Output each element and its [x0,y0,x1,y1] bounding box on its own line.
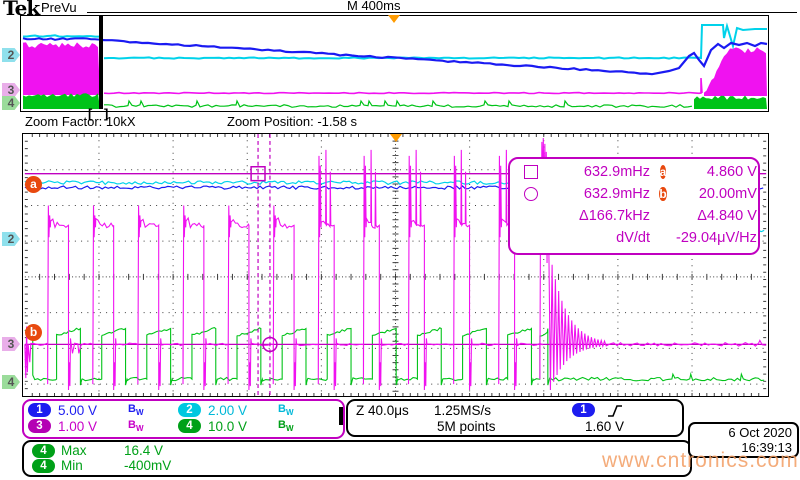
channel4-bandwidth-badge: BW [278,418,294,434]
channel2-badge[interactable]: 2 [178,403,201,417]
zoom-window-indicator[interactable] [99,16,103,109]
overview-channel3-tag[interactable]: 3 [2,83,20,97]
acquisition-status: PreVu [41,0,77,15]
cursor-b-badge[interactable]: b [25,324,42,341]
zoom-scale-readout[interactable]: Z 40.0μs [356,403,409,418]
overview-channel4-tag[interactable]: 4 [2,96,20,110]
cursor-b-voltage: 20.00mV [698,186,757,202]
channel1-bandwidth-badge: BW [128,402,144,418]
zoom-center-marker [390,134,402,142]
cursor-readout-panel[interactable]: 632.9mHz a 4.860 V 632.9mHz b 20.00mV Δ1… [508,157,760,255]
channel1-scale: 5.00 V [58,402,98,418]
measurement1-channel-badge: 4 [32,444,55,458]
overview-ch3-resume [704,47,767,96]
acquisition-panel[interactable]: Z 40.0μs 1.25MS/s 5M points 1 1.60 V [346,399,684,437]
readout-b-badge: b [659,187,667,201]
date-readout: 6 Oct 2020 [728,425,792,440]
channel3-scale: 1.00 V [58,418,98,434]
overview-ch4-resume [694,95,767,109]
timebase-readout[interactable]: M 400ms [347,0,401,13]
time-readout: 16:39:13 [741,440,792,455]
dvdt-label: dV/dt [616,230,650,246]
overview-ch3-mid [103,77,703,95]
cursor-a-badge[interactable]: a [25,176,42,193]
channel4-scale: 10.0 V [208,418,248,434]
channel1-badge[interactable]: 1 [28,403,51,417]
graticule-ticks [24,134,767,396]
zoom-window-bracket[interactable]: [ ] [88,106,113,121]
dvdt-value: -29.04μV/Hz [676,230,757,246]
zoom-position-readout[interactable]: Zoom Position: -1.58 s [227,114,358,129]
cursor-a-voltage: 4.860 V [706,164,757,180]
overview-ch4-mid [104,99,693,108]
trigger-position-marker[interactable] [388,15,400,23]
measurement1-label: Max [61,443,87,458]
top-divider [87,12,797,13]
measurement1-value: 16.4 V [124,443,164,458]
measurement2-value: -400mV [124,458,172,473]
overview-ch1-mid [100,38,768,76]
measurement-panel[interactable]: 4 Max 16.4 V 4 Min -400mV [22,440,692,477]
channel4-badge[interactable]: 4 [178,419,201,433]
channel2-scale: 2.00 V [208,402,248,418]
channel4-position-tag[interactable]: 4 [2,375,20,389]
measurement2-channel-badge: 4 [32,459,55,473]
rising-edge-icon [608,405,622,417]
delta-frequency: Δ166.7kHz [579,208,650,224]
watermark: www.cntronics.com [602,449,799,472]
overview-ch2-left [23,34,99,38]
zoom-factor-readout[interactable]: Zoom Factor: 10kX [25,114,136,129]
channel3-badge[interactable]: 3 [28,419,51,433]
ch4-trace [24,327,765,386]
cursor-b-circle-marker[interactable] [262,336,278,353]
channel2-bandwidth-badge: BW [278,402,294,418]
overview-ch1-left [22,37,100,41]
cursor-a-frequency: 632.9mHz [583,164,650,180]
channel2-position-tag[interactable]: 2 [2,232,20,246]
panel-divider [339,407,343,425]
overview-ch2-mid [103,22,767,60]
record-overview-window [20,15,769,112]
trigger-source-badge[interactable]: 1 [572,403,595,417]
channel-settings-panel[interactable]: 1 5.00 V BW 2 2.00 V BW 3 1.00 V BW 4 10… [22,399,345,439]
circle-cursor-icon [516,186,546,202]
sample-rate-readout: 1.25MS/s [434,403,492,418]
datetime-panel[interactable]: 6 Oct 2020 16:39:13 [688,422,799,458]
delta-voltage: Δ4.840 V [697,208,757,224]
overview-channel2-tag[interactable]: 2 [2,48,20,62]
readout-a-badge: a [659,165,667,179]
square-cursor-icon [516,164,546,180]
cursor-b-frequency: 632.9mHz [583,186,650,202]
cursor-a-square-marker[interactable] [250,166,266,182]
overview-ch4-block [23,93,100,109]
measurement2-label: Min [61,458,83,473]
channel3-position-tag[interactable]: 3 [2,337,20,351]
overview-waveforms [22,22,768,109]
channel3-bandwidth-badge: BW [128,418,144,434]
trigger-level-readout[interactable]: 1.60 V [585,419,625,434]
record-length-readout: 5M points [437,419,496,434]
overview-ch3-block [23,42,100,95]
